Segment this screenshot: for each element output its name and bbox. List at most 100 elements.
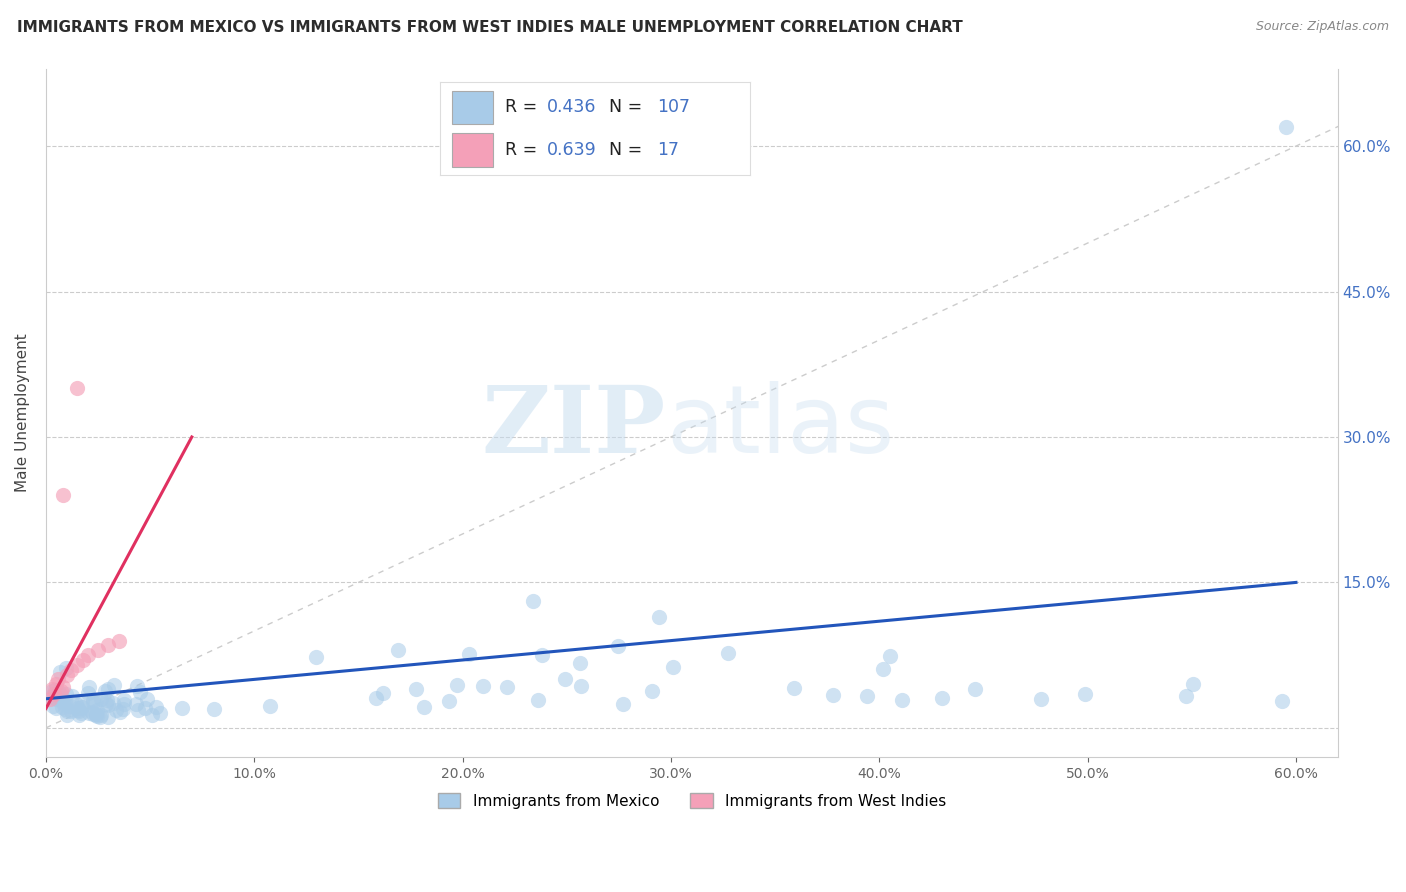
Point (872, 662, 894, 676)
Point (101, 696, 124, 710)
Point (51, 689, 73, 703)
Point (77, 680, 100, 694)
Point (108, 706, 131, 720)
Point (371, 686, 394, 700)
Point (90, 707, 112, 722)
Point (717, 646, 740, 660)
Point (59, 663, 82, 677)
Point (890, 692, 912, 706)
Point (172, 700, 194, 714)
Legend: Immigrants from Mexico, Immigrants from West Indies: Immigrants from Mexico, Immigrants from … (432, 787, 952, 814)
Point (76, 648, 98, 662)
Point (471, 679, 494, 693)
Point (56, 667, 79, 681)
Point (55, 660, 77, 674)
Point (931, 690, 953, 705)
Point (97, 681, 120, 696)
Point (84, 695, 107, 709)
Point (55, 687, 77, 701)
Point (127, 703, 149, 717)
Point (38, 690, 60, 704)
Point (41, 682, 63, 697)
Point (1271, 694, 1294, 708)
Point (65, 698, 87, 712)
Point (96, 693, 118, 707)
Point (51, 690, 73, 705)
Point (103, 678, 125, 692)
Y-axis label: Male Unemployment: Male Unemployment (15, 334, 30, 492)
Point (42, 698, 65, 713)
Point (366, 691, 388, 706)
Point (51, 700, 73, 714)
Point (108, 633, 131, 648)
Point (97, 698, 120, 712)
Point (141, 708, 163, 723)
Point (67, 704, 90, 718)
Point (387, 643, 409, 657)
Point (90, 692, 112, 706)
Point (52, 696, 75, 710)
Point (136, 691, 159, 706)
Point (405, 681, 427, 696)
Point (530, 648, 553, 663)
Point (44, 687, 66, 701)
Point (94, 683, 117, 698)
Point (53, 701, 76, 715)
Point (965, 682, 987, 697)
Point (458, 648, 481, 662)
Point (45, 700, 67, 714)
Point (66, 657, 89, 672)
Point (60, 689, 83, 703)
Point (1175, 689, 1198, 703)
Point (1274, 120, 1296, 134)
Point (1074, 687, 1097, 701)
Point (94, 697, 117, 711)
Point (412, 699, 434, 714)
Point (72, 700, 94, 714)
Point (66, 703, 89, 717)
Point (1181, 676, 1204, 690)
Point (662, 659, 685, 673)
Point (612, 697, 634, 711)
Point (52, 488, 75, 502)
Point (49, 684, 72, 698)
Point (82, 695, 104, 709)
Point (1031, 692, 1053, 706)
Point (48, 684, 70, 698)
Point (97, 639, 120, 653)
Point (89, 709, 111, 723)
Point (134, 701, 156, 715)
Point (112, 697, 135, 711)
Point (72, 694, 94, 708)
Text: ZIP: ZIP (482, 382, 666, 472)
Text: IMMIGRANTS FROM MEXICO VS IMMIGRANTS FROM WEST INDIES MALE UNEMPLOYMENT CORRELAT: IMMIGRANTS FROM MEXICO VS IMMIGRANTS FRO… (17, 20, 963, 35)
Point (67, 707, 90, 722)
Point (437, 694, 460, 708)
Point (569, 679, 592, 693)
Point (39, 691, 62, 706)
Point (305, 649, 328, 664)
Point (76, 686, 98, 700)
Point (45, 677, 67, 691)
Point (82, 706, 104, 720)
Point (48, 665, 70, 679)
Point (45, 692, 67, 706)
Point (125, 680, 148, 694)
Point (554, 672, 576, 686)
Point (879, 648, 901, 663)
Point (82, 693, 104, 707)
Point (48, 673, 70, 687)
Text: Source: ZipAtlas.com: Source: ZipAtlas.com (1256, 20, 1389, 33)
Point (82, 706, 104, 721)
Point (527, 692, 550, 706)
Point (53, 695, 76, 709)
Point (87, 643, 110, 657)
Point (112, 693, 135, 707)
Point (52, 680, 75, 694)
Point (446, 678, 468, 692)
Point (67, 701, 90, 715)
Point (855, 690, 877, 704)
Point (496, 680, 519, 694)
Point (568, 657, 591, 671)
Point (84, 708, 107, 723)
